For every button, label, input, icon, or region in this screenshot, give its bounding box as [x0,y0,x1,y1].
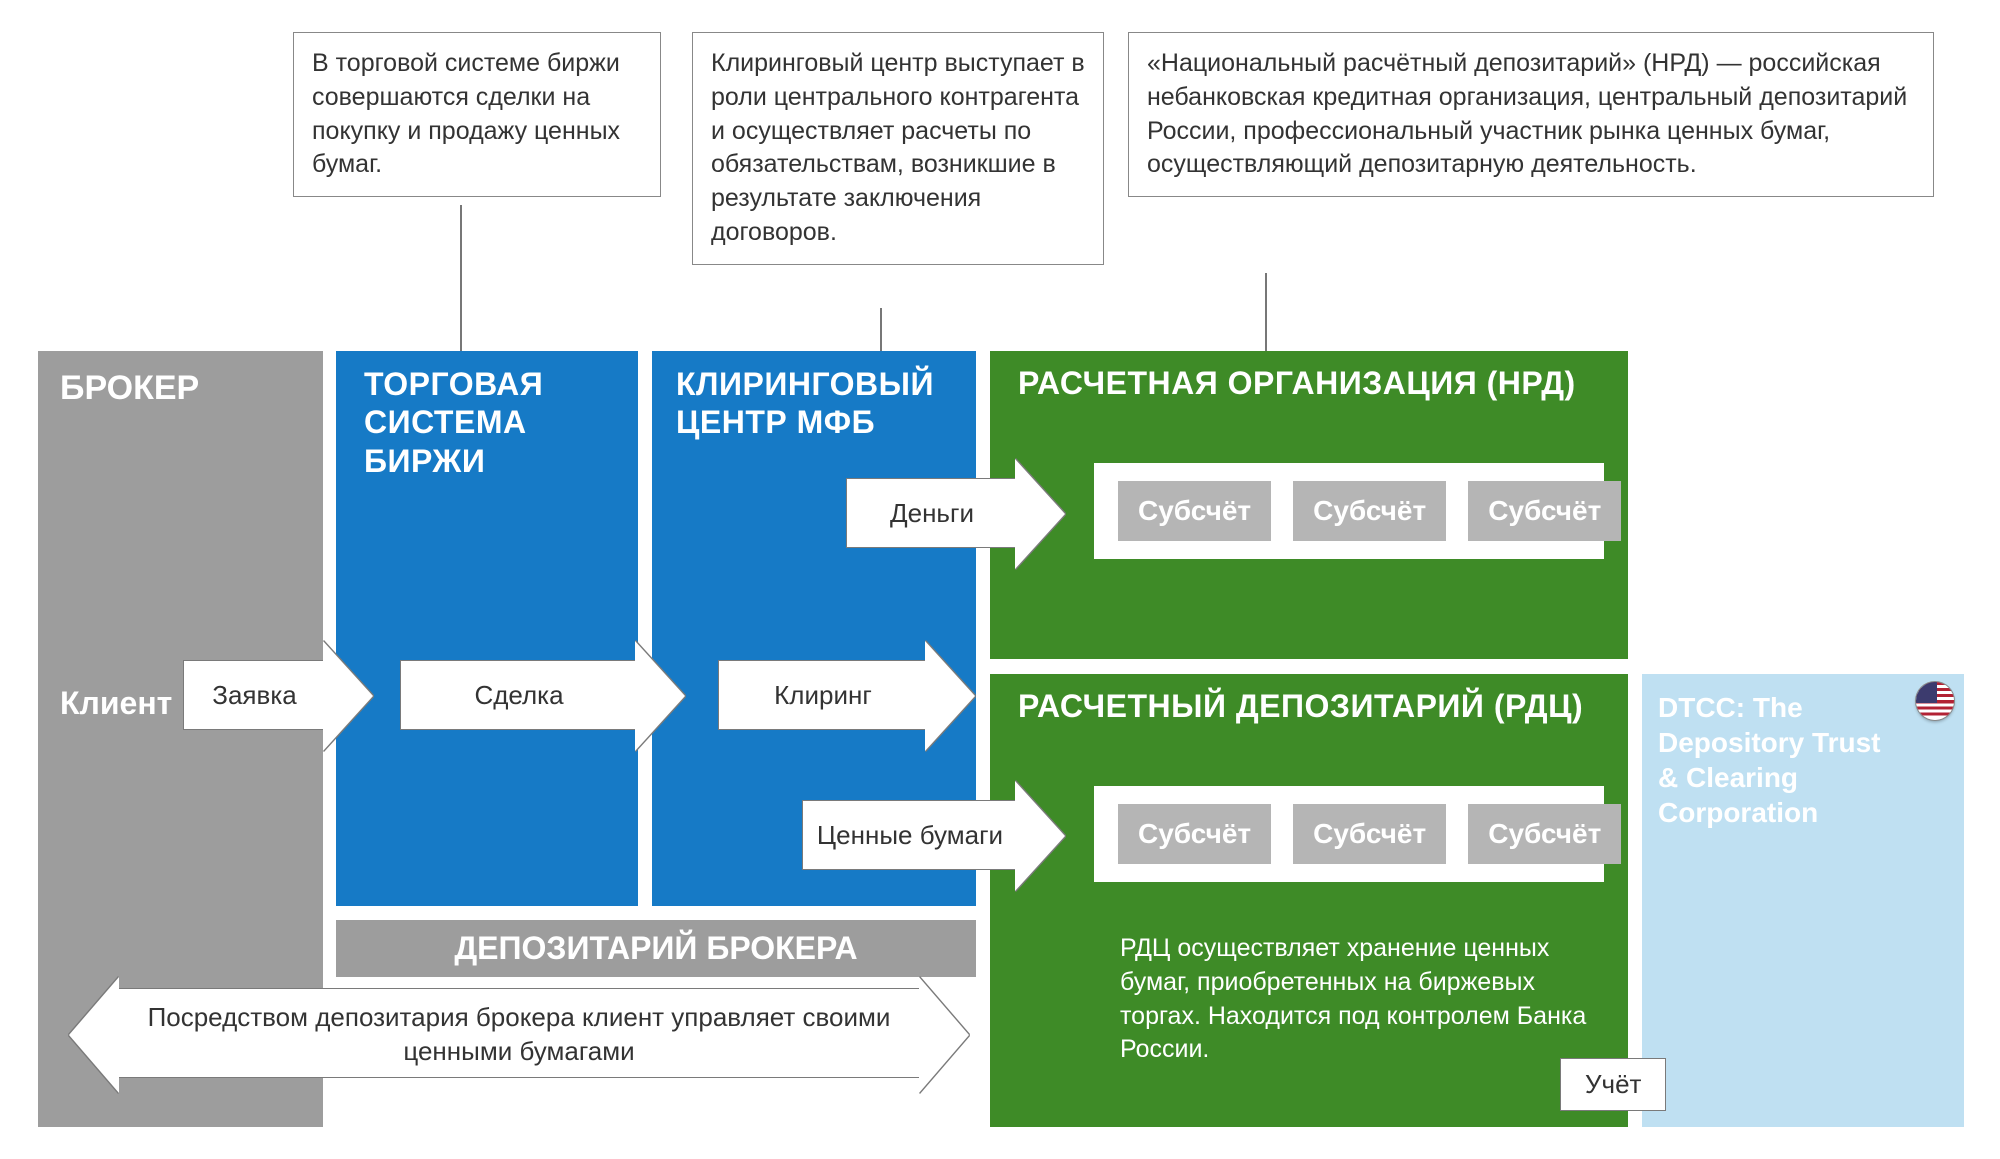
subaccount-chip: Субсчёт [1468,804,1621,864]
depository-broker-title: ДЕПОЗИТАРИЙ БРОКЕРА [336,920,976,977]
arrow-label: Сделка [401,680,637,711]
desc-nrd: «Национальный расчётный депозитарий» (НР… [1128,32,1934,197]
subaccount-chip: Субсчёт [1293,804,1446,864]
arrow-label: Клиринг [719,680,927,711]
arrow-sdelka: Сделка [400,660,638,730]
broker-title: БРОКЕР [60,369,199,408]
connector-nrd [1265,273,1267,351]
nrd-title: РАСЧЕТНАЯ ОРГАНИЗАЦИЯ (НРД) [1018,365,1576,402]
dtcc-title: DTCC: The Depository Trust & Clearing Co… [1658,690,1908,830]
col-trading: ТОРГОВАЯ СИСТЕМА БИРЖИ [336,351,638,906]
arrow-broker-depository: Посредством депозитария брокера клиент у… [116,988,922,1078]
us-flag-icon [1916,682,1954,720]
arrow-label: Ценные бумаги [803,820,1017,851]
subaccount-chip: Субсчёт [1468,481,1621,541]
arrow-clearing: Клиринг [718,660,928,730]
rdc-title: РАСЧЕТНЫЙ ДЕПОЗИТАРИЙ (РДЦ) [1018,688,1583,725]
broker-client-label: Клиент [60,685,172,722]
connector-clearing [880,308,882,351]
desc-clearing: Клиринговый центр выступает в роли центр… [692,32,1104,265]
arrow-money: Деньги [846,478,1018,548]
col-rdc: РАСЧЕТНЫЙ ДЕПОЗИТАРИЙ (РДЦ) РДЦ осуществ… [990,674,1628,1127]
arrow-label: Заявка [184,680,325,711]
subaccount-chip: Субсчёт [1118,804,1271,864]
col-dtcc: DTCC: The Depository Trust & Clearing Co… [1642,674,1964,1127]
arrow-label: Деньги [847,498,1017,529]
arrow-broker-depository-text: Посредством депозитария брокера клиент у… [148,1002,891,1066]
desc-trading: В торговой системе биржи совершаются сде… [293,32,661,197]
clearing-title: КЛИРИНГОВЫЙ ЦЕНТР МФБ [676,365,976,442]
rdc-subaccounts: Субсчёт Субсчёт Субсчёт [1094,786,1604,882]
nrd-subaccounts: Субсчёт Субсчёт Субсчёт [1094,463,1604,559]
rdc-description: РДЦ осуществляет хранение ценных бумаг, … [1120,932,1610,1067]
connector-trading [460,205,462,351]
arrow-securities: Ценные бумаги [802,800,1018,870]
subaccount-chip: Субсчёт [1118,481,1271,541]
trading-title: ТОРГОВАЯ СИСТЕМА БИРЖИ [364,365,638,480]
subaccount-chip: Субсчёт [1293,481,1446,541]
arrow-zayavka: Заявка [183,660,326,730]
uchet-box: Учёт [1560,1058,1666,1111]
